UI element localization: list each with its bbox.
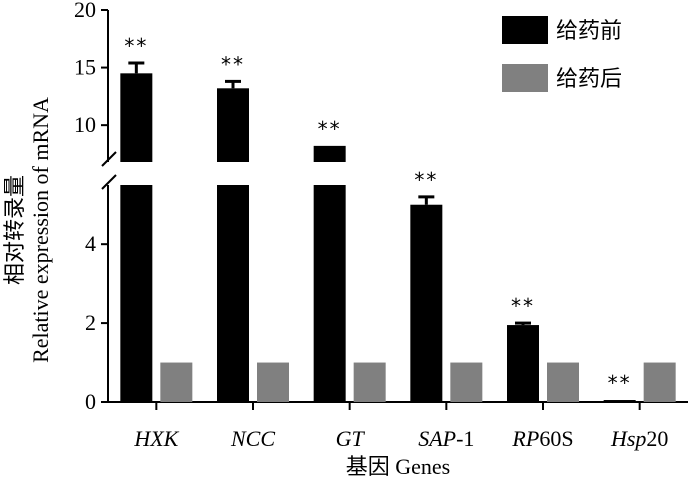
x-axis-title: 基因 Genes (346, 454, 450, 479)
significance-label: ** (511, 294, 535, 318)
bar (120, 185, 153, 402)
significance-label: ** (221, 52, 245, 76)
legend-label: 给药后 (556, 67, 622, 92)
bar (160, 362, 193, 402)
significance-label: ** (414, 168, 438, 192)
bar (410, 204, 443, 402)
category-label: NCC (230, 426, 275, 451)
bars (120, 61, 676, 402)
y-tick-label: 0 (85, 389, 96, 414)
legend-label: 给药前 (556, 19, 622, 44)
category-label: HXK (133, 426, 179, 451)
category-label: Hsp20 (610, 426, 668, 451)
bar (120, 73, 153, 162)
bar (353, 362, 386, 402)
bar (217, 88, 249, 162)
significance-label: ** (318, 117, 342, 141)
bar (603, 400, 636, 402)
axes: 0 2 4 10 15 20 (74, 0, 688, 414)
bar (507, 325, 539, 402)
y-tick-label: 10 (74, 112, 96, 137)
y-tick-label: 2 (85, 310, 96, 335)
legend-swatch (502, 16, 548, 44)
y-tick-label: 4 (85, 231, 96, 256)
y-tick-label: 20 (74, 0, 96, 22)
bar (257, 362, 289, 402)
legend-swatch (502, 64, 548, 92)
bar (313, 145, 346, 162)
y-axis-title-cn: 相对转录量 (2, 175, 27, 285)
category-label: SAP-1 (418, 426, 474, 451)
bar (217, 185, 249, 402)
significance-label: ** (608, 371, 632, 395)
bar (313, 185, 346, 402)
axis-break-mark (101, 174, 117, 190)
labels: ** HXK ** NCC ** GT ** SAP-1 ** RP60S ** Hsp20 (124, 34, 668, 451)
bar (547, 362, 579, 402)
category-label: GT (336, 426, 366, 451)
y-tick-label: 15 (74, 55, 96, 80)
category-label: RP60S (511, 426, 573, 451)
axis-break-mark (101, 151, 117, 167)
y-axis-title-en: Relative expression of mRNA (28, 97, 53, 363)
bar (450, 362, 483, 402)
significance-label: ** (124, 34, 148, 58)
bar (643, 362, 676, 402)
